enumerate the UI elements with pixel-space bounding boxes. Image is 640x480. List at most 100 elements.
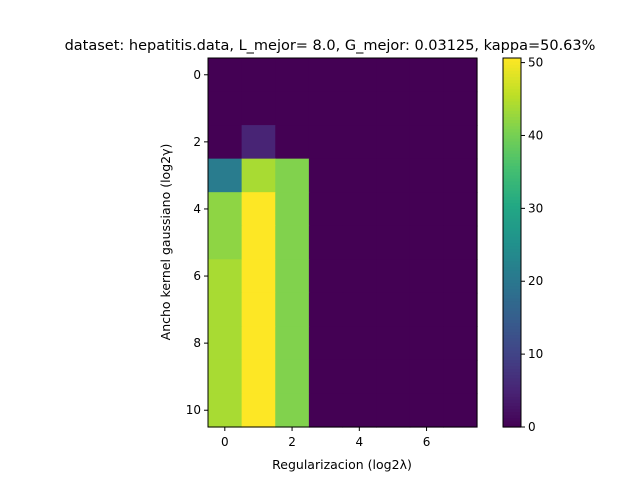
- heatmap-cell: [241, 158, 276, 193]
- heatmap-cell: [376, 192, 411, 227]
- colorbar-segment: [503, 199, 521, 204]
- colorbar-frame: [502, 57, 522, 428]
- heatmap-cell: [376, 91, 411, 126]
- heatmap-cell: [208, 292, 243, 327]
- heatmap-cell: [275, 192, 310, 227]
- colorbar-segment: [503, 288, 521, 293]
- colorbar-segment: [503, 245, 521, 250]
- colorbar-segment: [503, 279, 521, 284]
- colorbar-segment: [503, 233, 521, 237]
- colorbar-segment: [503, 334, 521, 339]
- heatmap-cell: [409, 292, 444, 327]
- heatmap-cell: [376, 292, 411, 327]
- heatmap-cell: [308, 91, 344, 126]
- colorbar-segment: [503, 150, 521, 154]
- colorbar-segment: [503, 325, 521, 330]
- colorbar-segment: [503, 408, 521, 413]
- colorbar-segment: [503, 365, 521, 370]
- heatmap-cell: [208, 225, 243, 260]
- heatmap-cell: [443, 359, 478, 395]
- colorbar-segment: [503, 254, 521, 259]
- colorbar-segment: [503, 76, 521, 81]
- heatmap-cell: [308, 393, 344, 428]
- colorbar-segment: [503, 101, 521, 105]
- heatmap-cell: [308, 58, 344, 93]
- heatmap-cell: [409, 125, 444, 160]
- heatmap-cell: [275, 259, 310, 294]
- x-tick-label: 4: [355, 435, 363, 449]
- heatmap-cell: [208, 91, 243, 126]
- y-axis-ticks: 0 2 4 6 8 10: [186, 68, 208, 417]
- heatmap-cell: [241, 292, 276, 327]
- colorbar-segment: [503, 300, 521, 305]
- heatmap-cell: [275, 125, 310, 160]
- heatmap-cell: [308, 158, 344, 193]
- heatmap-cell: [376, 259, 411, 294]
- heatmap-cell: [342, 125, 377, 160]
- colorbar-segment: [503, 217, 521, 222]
- colorbar-segment: [503, 128, 521, 133]
- colorbar-segment: [503, 162, 521, 167]
- colorbar-segment: [503, 414, 521, 419]
- colorbar-segment: [503, 156, 521, 161]
- y-axis-label: Ancho kernel gaussiano (log2γ): [158, 144, 173, 341]
- heatmap-cell: [208, 58, 243, 93]
- colorbar-segment: [503, 104, 521, 108]
- heatmap-cell: [443, 225, 478, 260]
- colorbar-segment: [503, 144, 521, 148]
- colorbar-segment: [503, 322, 521, 327]
- colorbar-segment: [503, 227, 521, 231]
- colorbar-segment: [503, 177, 521, 182]
- colorbar-segment: [503, 88, 521, 93]
- heatmap-cell: [241, 326, 276, 361]
- heatmap-cell: [376, 225, 411, 260]
- heatmap-cell: [409, 158, 444, 193]
- colorbar-segment: [503, 417, 521, 422]
- colorbar-segment: [503, 131, 521, 136]
- heatmap-cell: [443, 192, 478, 227]
- heatmap-cell: [308, 225, 344, 260]
- heatmap-cell: [241, 259, 276, 294]
- colorbar-segment: [503, 239, 521, 244]
- colorbar-segment: [503, 137, 521, 142]
- heatmap-cell: [308, 192, 344, 227]
- colorbar-segment: [503, 82, 521, 87]
- plot-frame: [207, 57, 478, 428]
- heatmap-cell: [275, 225, 310, 260]
- heatmap-cell: [275, 292, 310, 327]
- heatmap-cell: [443, 58, 478, 93]
- colorbar-segment: [503, 264, 521, 268]
- colorbar-segment: [503, 205, 521, 210]
- y-tick-label: 8: [193, 336, 201, 350]
- colorbar-segment: [503, 91, 521, 96]
- colorbar-segment: [503, 420, 521, 425]
- heatmap-cell: [342, 259, 377, 294]
- heatmap-cell: [376, 158, 411, 193]
- colorbar-segment: [503, 377, 521, 382]
- heatmap-cell: [241, 393, 276, 428]
- colorbar-segment: [503, 390, 521, 394]
- colorbar-segment: [503, 165, 521, 170]
- y-tick-label: 0: [193, 68, 201, 82]
- colorbar-segment: [503, 294, 521, 299]
- colorbar-segment: [503, 242, 521, 247]
- heatmap-cell: [409, 393, 444, 428]
- colorbar-segment: [503, 396, 521, 400]
- heatmap-cell: [275, 91, 310, 126]
- colorbar-segment: [503, 211, 521, 216]
- chart-title: dataset: hepatitis.data, L_mejor= 8.0, G…: [65, 38, 596, 54]
- heatmap-cell: [409, 326, 444, 361]
- heatmap-cell: [409, 192, 444, 227]
- colorbar-segment: [503, 304, 521, 308]
- heatmap-cell: [275, 359, 310, 395]
- heatmap-cell: [308, 326, 344, 361]
- heatmap-cell: [443, 158, 478, 193]
- heatmap-cell: [409, 58, 444, 93]
- colorbar-segment: [503, 141, 521, 145]
- heatmap-cell: [342, 91, 377, 126]
- colorbar-segment: [503, 402, 521, 407]
- colorbar-segment: [503, 374, 521, 379]
- colorbar-tick-label: 10: [528, 347, 543, 361]
- colorbar-segment: [503, 220, 521, 225]
- heatmap-cell: [342, 192, 377, 227]
